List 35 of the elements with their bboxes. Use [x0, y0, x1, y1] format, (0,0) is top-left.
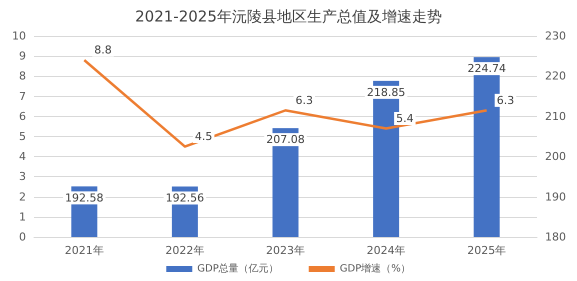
y2-tick-label: 220 — [545, 70, 566, 83]
y2-tick-label: 180 — [545, 230, 566, 244]
legend-label: GDP增速（%） — [340, 262, 411, 274]
x-tick-label: 2022年 — [165, 244, 204, 257]
y-tick-label: 2 — [19, 190, 26, 204]
data-label: 8.8 — [94, 44, 112, 57]
data-label: 192.56 — [166, 192, 204, 205]
y-tick-label: 10 — [12, 30, 26, 42]
y-tick-label: 4 — [19, 150, 26, 164]
y-tick-label: 0 — [19, 230, 26, 244]
y-tick-label: 6 — [19, 110, 26, 123]
y2-tick-label: 210 — [545, 110, 566, 123]
x-tick-label: 2021年 — [64, 244, 104, 257]
y-tick-label: 7 — [19, 90, 26, 103]
chart-title: 2021-2025年沅陵县地区生产总值及增速走势 — [135, 8, 442, 26]
data-label: 192.58 — [65, 191, 104, 204]
data-label: 218.85 — [366, 86, 406, 99]
data-label: 6.3 — [296, 94, 313, 107]
legend-label: GDP总量（亿元） — [197, 262, 279, 274]
data-label: 207.08 — [266, 133, 305, 146]
y-tick-label: 8 — [19, 70, 26, 83]
y-tick-label: 3 — [19, 170, 26, 184]
x-tick-label: 2024年 — [366, 244, 406, 257]
y-tick-label: 1 — [19, 210, 26, 224]
y2-tick-label: 200 — [545, 150, 566, 164]
x-tick-label: 2023年 — [266, 244, 305, 257]
data-label: 224.74 — [467, 62, 506, 76]
x-tick-label: 2025年 — [467, 244, 506, 257]
y2-tick-label: 190 — [545, 190, 566, 204]
y2-tick-label: 230 — [545, 30, 566, 42]
data-label: 6.3 — [496, 94, 514, 107]
y-tick-label: 9 — [19, 50, 26, 63]
data-label: 4.5 — [194, 130, 212, 144]
y-tick-label: 5 — [19, 130, 26, 143]
data-label: 5.4 — [396, 112, 414, 125]
